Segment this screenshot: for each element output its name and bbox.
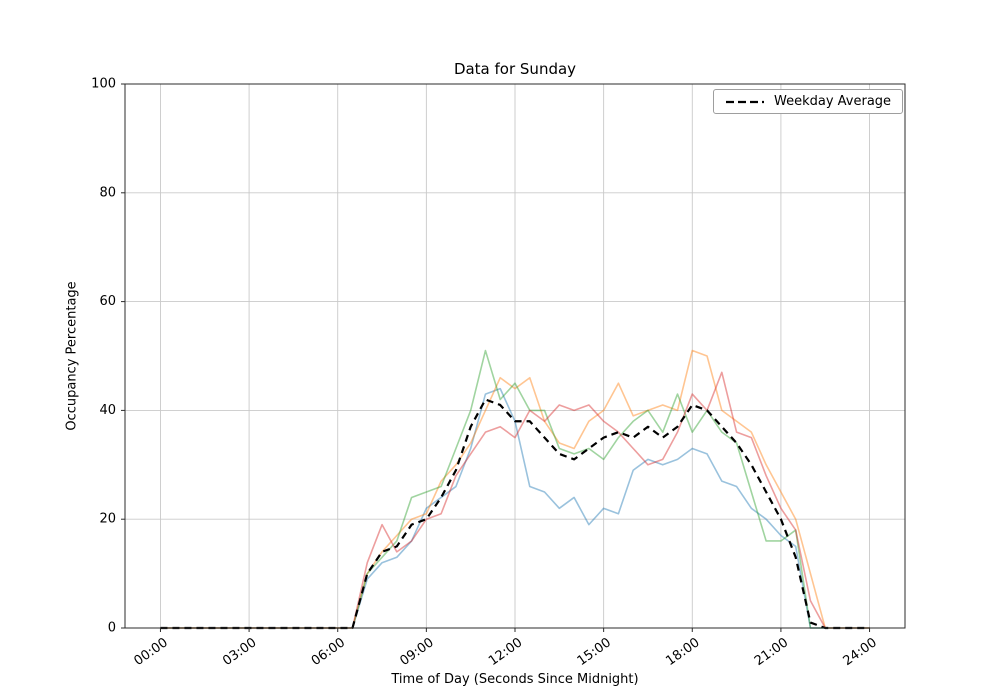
y-tick-label: 40 [99, 403, 116, 418]
x-tick-labels: 00:00 03:00 06:00 09:00 12:00 15:00 18:00 21:00… [131, 628, 880, 669]
grid [125, 83, 905, 629]
x-tick-label: 09:00 [397, 635, 436, 669]
y-tick-label: 80 [99, 185, 116, 200]
y-tick-label: 20 [99, 512, 116, 527]
average-line [160, 398, 870, 630]
legend-dash-sample [726, 100, 764, 103]
x-tick-label: 12:00 [486, 635, 525, 669]
y-tick-label: 60 [99, 294, 116, 309]
x-tick-label: 06:00 [309, 635, 348, 669]
y-tick-label: 100 [91, 77, 116, 92]
x-tick-label: 00:00 [131, 635, 170, 669]
x-tick-label: 18:00 [663, 635, 702, 669]
x-axis-label: Time of Day (Seconds Since Midnight) [391, 672, 639, 687]
legend: Weekday Average [713, 89, 904, 114]
x-tick-label: 21:00 [752, 635, 791, 669]
x-tick-label: 24:00 [841, 635, 880, 669]
y-tick-label: 0 [108, 621, 116, 636]
x-tick-label: 15:00 [575, 635, 614, 669]
y-tick-labels: 0 20 40 60 80 100 [91, 77, 125, 636]
y-axis-label: Occupancy Percentage [64, 281, 80, 431]
chart-title: Data for Sunday [453, 60, 577, 78]
legend-label: Weekday Average [774, 94, 892, 109]
x-tick-label: 03:00 [220, 635, 259, 669]
